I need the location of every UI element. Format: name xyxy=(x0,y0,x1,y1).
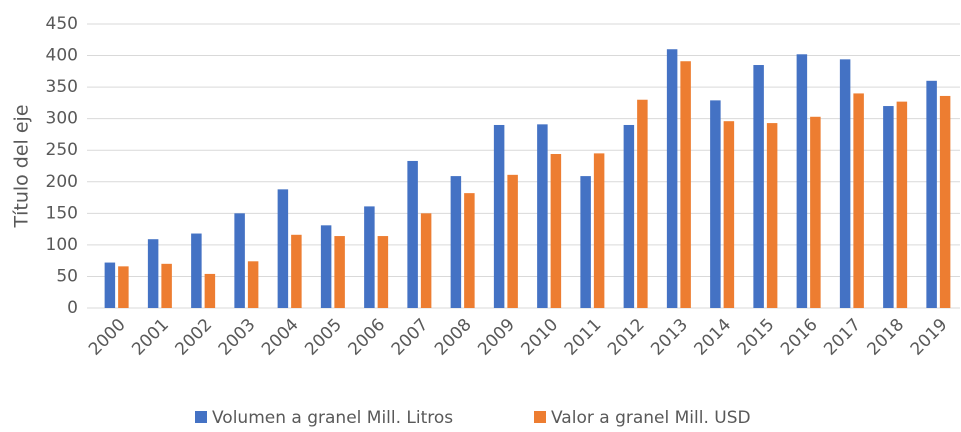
bar xyxy=(939,95,951,309)
y-tick-label: 400 xyxy=(46,46,78,66)
bar xyxy=(507,174,518,308)
bar xyxy=(334,236,345,308)
bar xyxy=(810,116,821,308)
x-tick-label: 2004 xyxy=(258,315,303,360)
legend-swatch xyxy=(534,411,546,423)
bar xyxy=(191,233,202,308)
bar xyxy=(537,124,548,308)
y-tick-label: 300 xyxy=(46,109,78,129)
x-tick-label: 2018 xyxy=(863,315,908,360)
bar xyxy=(407,160,418,308)
y-tick-label: 0 xyxy=(67,298,78,318)
bar xyxy=(723,121,735,309)
y-axis-title: Título del eje xyxy=(11,104,33,228)
x-tick-label: 2005 xyxy=(301,315,346,360)
bar xyxy=(377,236,389,308)
bar xyxy=(839,59,851,308)
x-tick-label: 2014 xyxy=(690,315,735,360)
bar xyxy=(637,99,648,308)
x-tick-label: 2013 xyxy=(647,315,692,360)
y-tick-label: 450 xyxy=(46,14,78,34)
bar xyxy=(580,176,591,308)
x-tick-label: 2008 xyxy=(431,315,476,360)
bar xyxy=(753,65,764,309)
x-tick-label: 2000 xyxy=(85,315,130,360)
bar xyxy=(234,213,245,308)
bar xyxy=(277,189,289,308)
bar xyxy=(680,61,691,309)
bar xyxy=(420,213,432,308)
bar xyxy=(493,124,505,308)
y-tick-label: 350 xyxy=(46,77,78,97)
bar xyxy=(593,153,605,308)
x-tick-label: 2016 xyxy=(777,315,822,360)
bar xyxy=(291,234,302,308)
x-tick-label: 2010 xyxy=(517,315,562,360)
x-tick-label: 2017 xyxy=(820,315,865,360)
y-tick-label: 50 xyxy=(56,266,78,286)
bar xyxy=(118,266,129,308)
bar xyxy=(364,206,375,308)
y-tick-label: 100 xyxy=(46,235,78,255)
bar xyxy=(623,124,635,308)
y-tick-label: 200 xyxy=(46,172,78,192)
bar xyxy=(161,263,172,308)
bar xyxy=(896,101,908,308)
bar xyxy=(796,54,808,308)
x-tick-label: 2007 xyxy=(388,315,433,360)
bar xyxy=(147,239,159,308)
legend-swatch xyxy=(195,411,207,423)
bar xyxy=(450,176,462,308)
bar xyxy=(204,273,216,308)
x-tick-label: 2015 xyxy=(734,315,779,360)
x-tick-label: 2006 xyxy=(344,315,389,360)
legend-label: Valor a granel Mill. USD xyxy=(551,408,751,428)
x-tick-label: 2002 xyxy=(171,315,216,360)
y-tick-label: 250 xyxy=(46,140,78,160)
bar xyxy=(766,123,778,308)
x-tick-label: 2001 xyxy=(128,315,173,360)
y-tick-label: 150 xyxy=(46,203,78,223)
bar xyxy=(710,100,721,308)
bar xyxy=(247,261,259,308)
x-tick-label: 2003 xyxy=(215,315,260,360)
bar xyxy=(550,154,562,308)
legend-label: Volumen a granel Mill. Litros xyxy=(212,408,453,428)
bar xyxy=(666,49,678,308)
x-tick-label: 2012 xyxy=(604,315,649,360)
bar xyxy=(883,106,894,309)
bar xyxy=(464,193,475,308)
bar xyxy=(853,93,864,308)
x-tick-label: 2019 xyxy=(907,315,952,360)
bar xyxy=(926,80,937,308)
x-tick-label: 2009 xyxy=(474,315,519,360)
x-tick-label: 2011 xyxy=(561,315,606,360)
bar xyxy=(320,225,332,308)
bar xyxy=(104,262,116,308)
